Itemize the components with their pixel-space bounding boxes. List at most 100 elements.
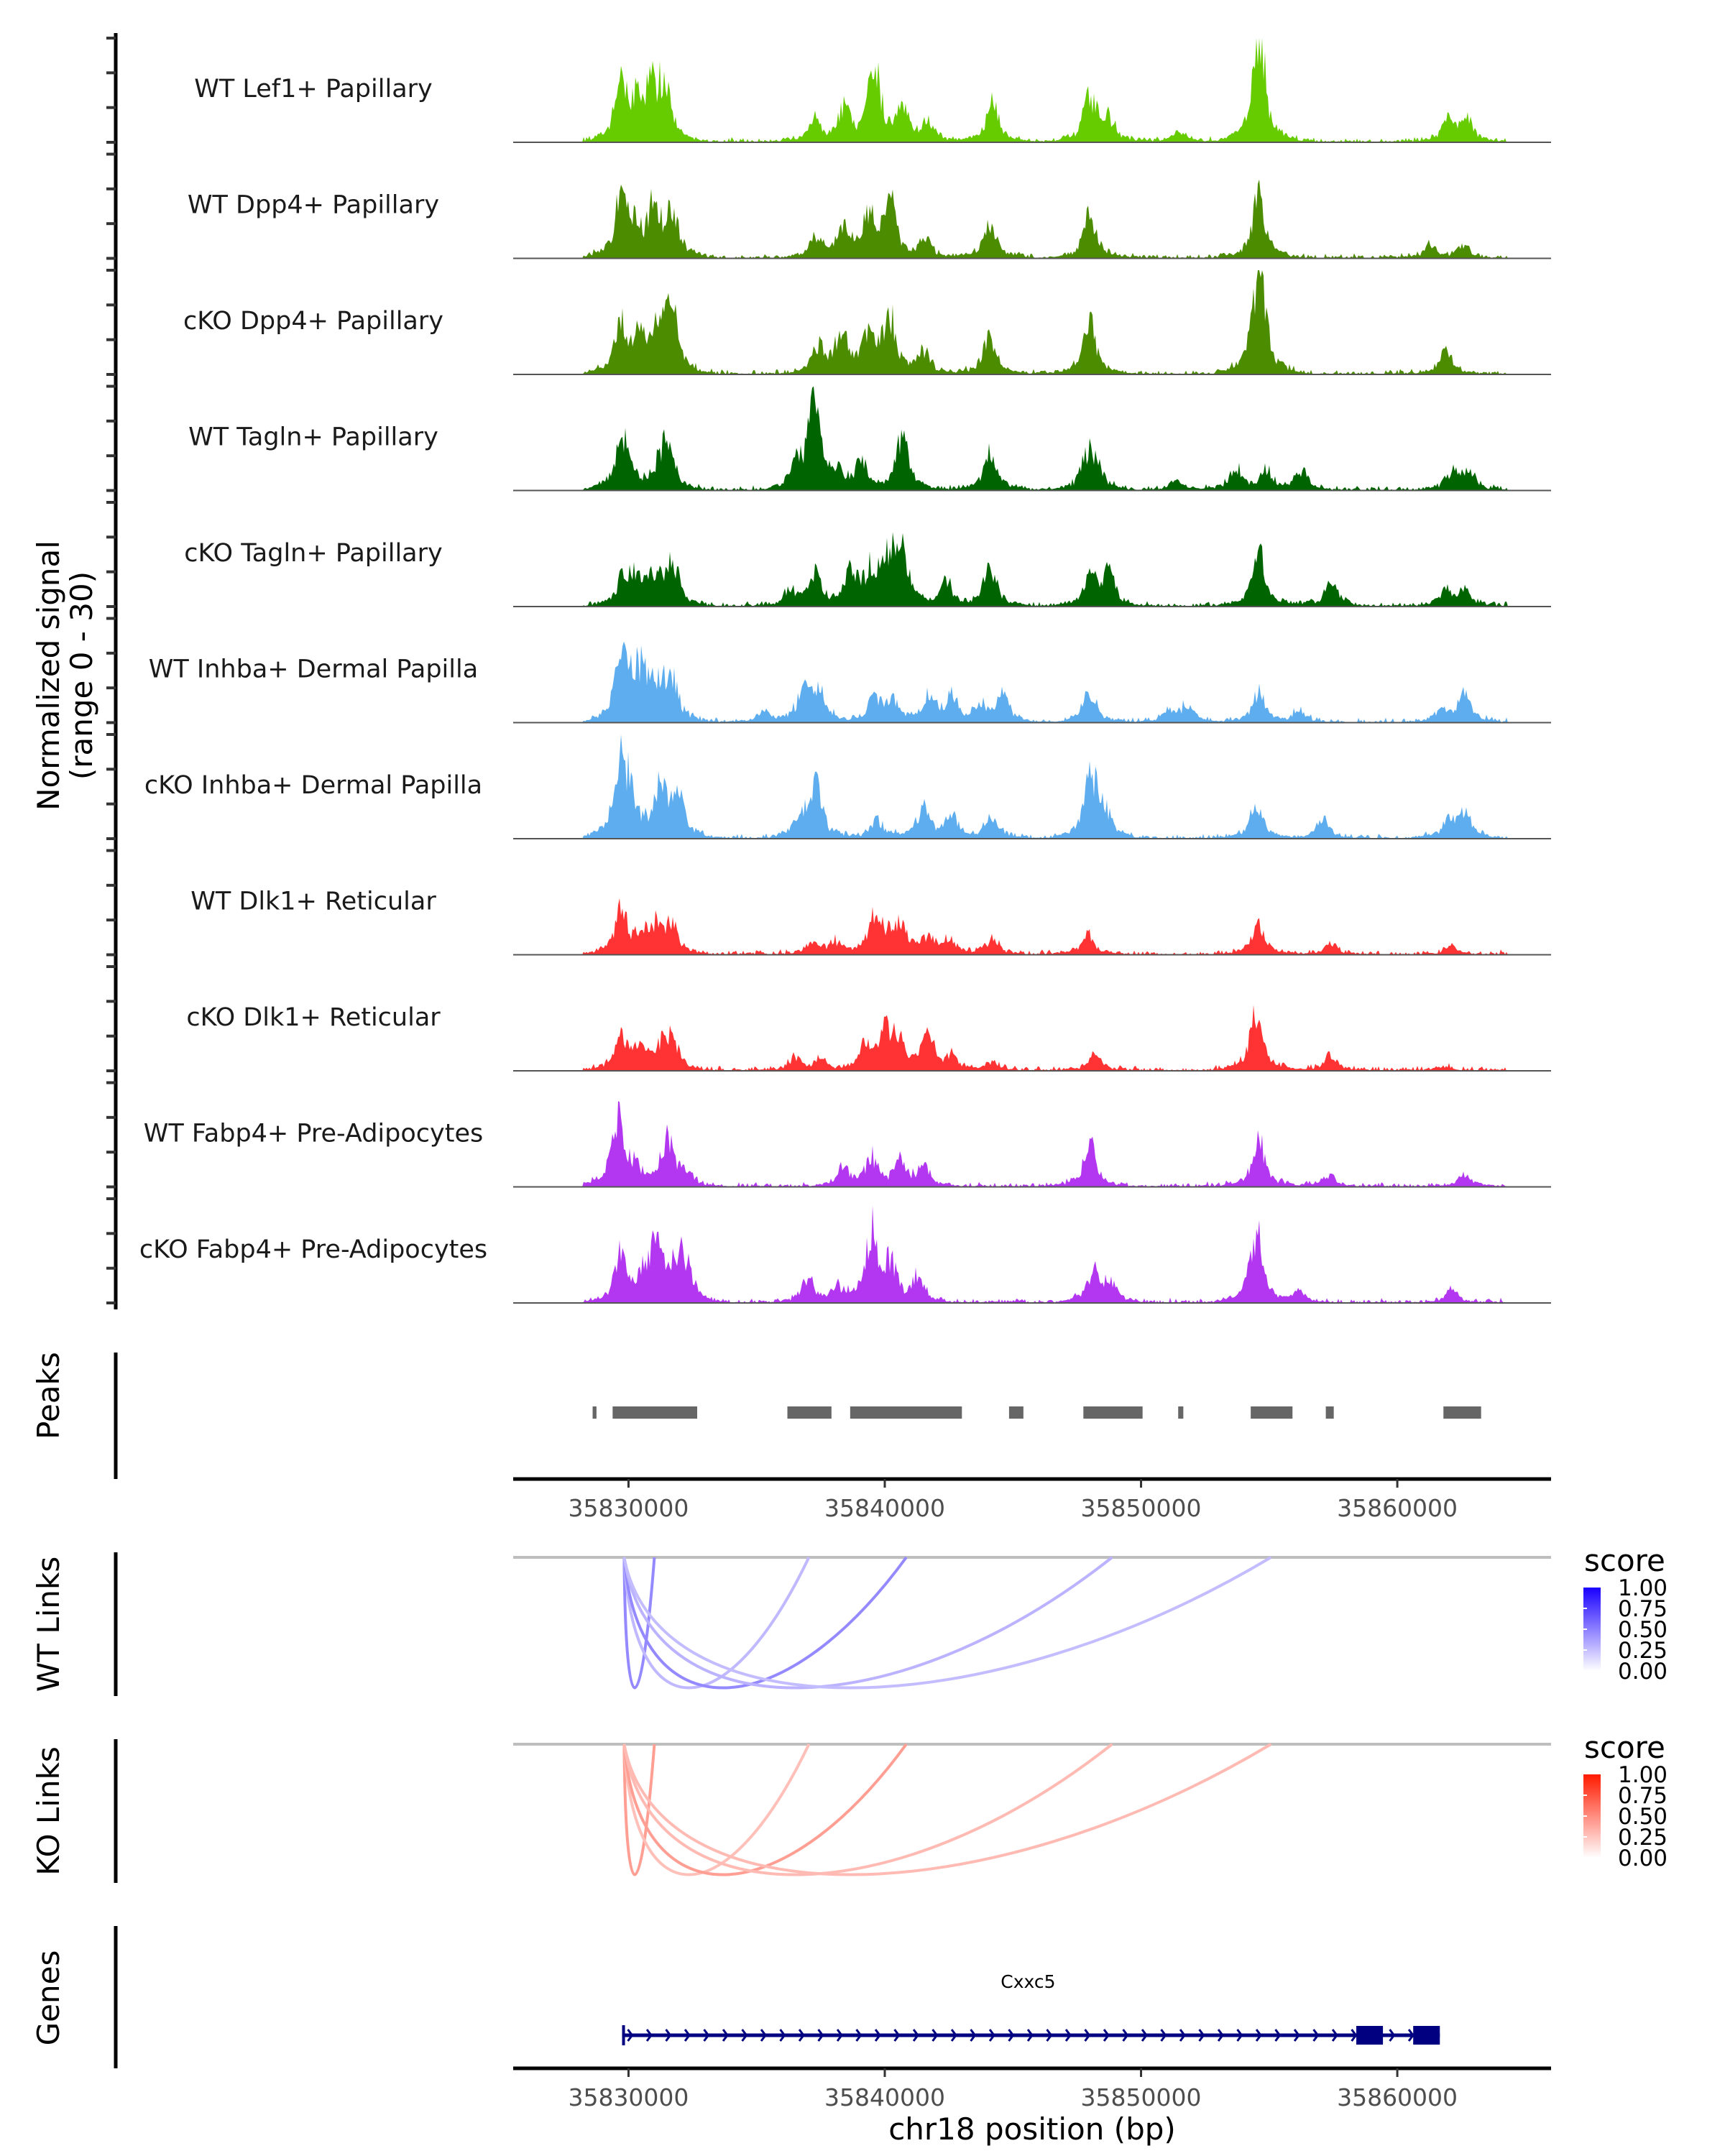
coverage-tracks: WT Lef1+ Papillary WT Dpp4+ Papillary cKO … — [139, 38, 1551, 1304]
coverage-area — [513, 38, 1551, 142]
link-arc — [622, 1557, 656, 1690]
strand-arrow-icon — [1331, 2029, 1338, 2042]
x-tick-label: 35850000 — [1081, 1494, 1202, 1522]
strand-arrow-icon — [779, 2029, 786, 2042]
peak-region — [1178, 1406, 1184, 1419]
peaks-label: Peaks — [31, 1352, 66, 1439]
legend-tick-label: 0.75 — [1618, 1783, 1668, 1809]
peak-region — [612, 1406, 697, 1419]
strand-arrow-icon — [1084, 2029, 1091, 2042]
legend-tick-label: 0.50 — [1618, 1804, 1668, 1830]
track-label: WT Dpp4+ Papillary — [188, 191, 439, 220]
strand-arrow-icon — [760, 2029, 767, 2042]
link-arc — [622, 1743, 1113, 1876]
coverage-track: WT Dlk1+ Reticular — [190, 888, 1551, 956]
track-label: cKO Dpp4+ Papillary — [183, 307, 443, 336]
coverage-track: cKO Tagln+ Papillary — [184, 532, 1551, 607]
peak-regions — [592, 1406, 1481, 1419]
strand-arrow-icon — [1064, 2029, 1072, 2042]
coverage-area — [513, 386, 1551, 491]
strand-arrow-icon — [1351, 2029, 1358, 2042]
strand-arrow-icon — [1179, 2029, 1186, 2042]
coverage-track: WT Fabp4+ Pre-Adipocytes — [144, 1101, 1551, 1188]
coverage-area — [513, 270, 1551, 374]
legend-tick-label: 1.00 — [1618, 1762, 1668, 1788]
coverage-area — [513, 532, 1551, 607]
legend-tick-label: 0.75 — [1618, 1596, 1668, 1622]
strand-arrow-icon — [1008, 2029, 1015, 2042]
strand-arrow-icon — [665, 2029, 672, 2042]
strand-arrow-icon — [1217, 2029, 1224, 2042]
coverage-area — [513, 734, 1551, 839]
coverage-area — [513, 1205, 1551, 1303]
peak-region — [850, 1406, 962, 1419]
x-tick-label: 35830000 — [568, 2083, 689, 2111]
peak-region — [1443, 1406, 1481, 1419]
strand-arrow-icon — [798, 2029, 805, 2042]
strand-arrow-icon — [817, 2029, 824, 2042]
legend-tick-label: 0.50 — [1618, 1617, 1668, 1643]
strand-arrow-icon — [950, 2029, 957, 2042]
track-label: cKO Dlk1+ Reticular — [186, 1003, 441, 1032]
gene-model: Cxxc5 — [622, 1971, 1440, 2045]
x-tick-label: 35840000 — [824, 2083, 945, 2111]
gene-exon — [1413, 2026, 1440, 2045]
peak-region — [1008, 1406, 1024, 1419]
strand-arrow-icon — [988, 2029, 995, 2042]
track-label: cKO Fabp4+ Pre-Adipocytes — [139, 1235, 487, 1264]
track-label: WT Inhba+ Dermal Papilla — [149, 655, 478, 684]
genes-panel-title: Genes — [31, 1950, 66, 2046]
strand-arrow-icon — [970, 2029, 977, 2042]
legend-tick-label: 0.25 — [1618, 1638, 1668, 1664]
strand-arrow-icon — [1122, 2029, 1129, 2042]
genes-x-axis: 35830000 35840000 35850000 35860000 — [513, 2066, 1551, 2111]
coverage-track: cKO Fabp4+ Pre-Adipocytes — [139, 1205, 1551, 1304]
strand-arrow-icon — [703, 2029, 710, 2042]
peaks-x-axis: 35830000 35840000 35850000 35860000 — [513, 1477, 1551, 1522]
coverage-track: WT Inhba+ Dermal Papilla — [149, 641, 1551, 724]
peak-region — [1083, 1406, 1143, 1419]
link-arc — [622, 1556, 908, 1690]
peak-region — [592, 1406, 597, 1419]
strand-arrow-icon — [1046, 2029, 1053, 2042]
track-label: cKO Tagln+ Papillary — [184, 539, 443, 568]
strand-arrow-icon — [855, 2029, 862, 2042]
link-arc — [622, 1556, 1113, 1690]
coverage-area — [513, 641, 1551, 723]
strand-arrow-icon — [1389, 2029, 1396, 2042]
coverage-track: WT Tagln+ Papillary — [188, 386, 1551, 492]
link-arc — [622, 1557, 811, 1690]
strand-arrow-icon — [1255, 2029, 1262, 2042]
strand-arrow-icon — [1274, 2029, 1282, 2042]
link-arc — [622, 1743, 811, 1876]
strand-arrow-icon — [1407, 2029, 1414, 2042]
strand-arrow-icon — [722, 2029, 729, 2042]
strand-arrow-icon — [1293, 2029, 1300, 2042]
link-arc — [622, 1556, 1272, 1690]
link-arc — [622, 1743, 656, 1876]
legend-tick-label: 0.00 — [1618, 1846, 1668, 1871]
legend-title: score — [1584, 1730, 1665, 1765]
strand-arrow-icon — [1026, 2029, 1034, 2042]
coverage-track: WT Dpp4+ Papillary — [188, 179, 1551, 259]
strand-arrow-icon — [1141, 2029, 1148, 2042]
gene-exon — [1356, 2026, 1384, 2045]
coverage-track: cKO Dlk1+ Reticular — [186, 1003, 1551, 1072]
x-tick-label: 35830000 — [568, 1494, 689, 1522]
strand-arrow-icon — [684, 2029, 691, 2042]
gene-models: Cxxc5 — [622, 1971, 1440, 2045]
coverage-area — [513, 1101, 1551, 1187]
track-label: WT Dlk1+ Reticular — [190, 888, 436, 916]
wt-links-panel-title: WT Links — [31, 1557, 66, 1692]
strand-arrow-icon — [1236, 2029, 1243, 2042]
link-arc — [622, 1743, 1272, 1876]
ylabel-line-1: Normalized signal — [31, 540, 66, 811]
gene-label: Cxxc5 — [1000, 1971, 1055, 1992]
x-tick-label: 35840000 — [824, 1494, 945, 1522]
ko-links-label: KO Links — [31, 1746, 66, 1876]
x-tick-label: 35860000 — [1337, 1494, 1458, 1522]
track-label: cKO Inhba+ Dermal Papilla — [144, 771, 482, 800]
x-tick-label: 35850000 — [1081, 2083, 1202, 2111]
